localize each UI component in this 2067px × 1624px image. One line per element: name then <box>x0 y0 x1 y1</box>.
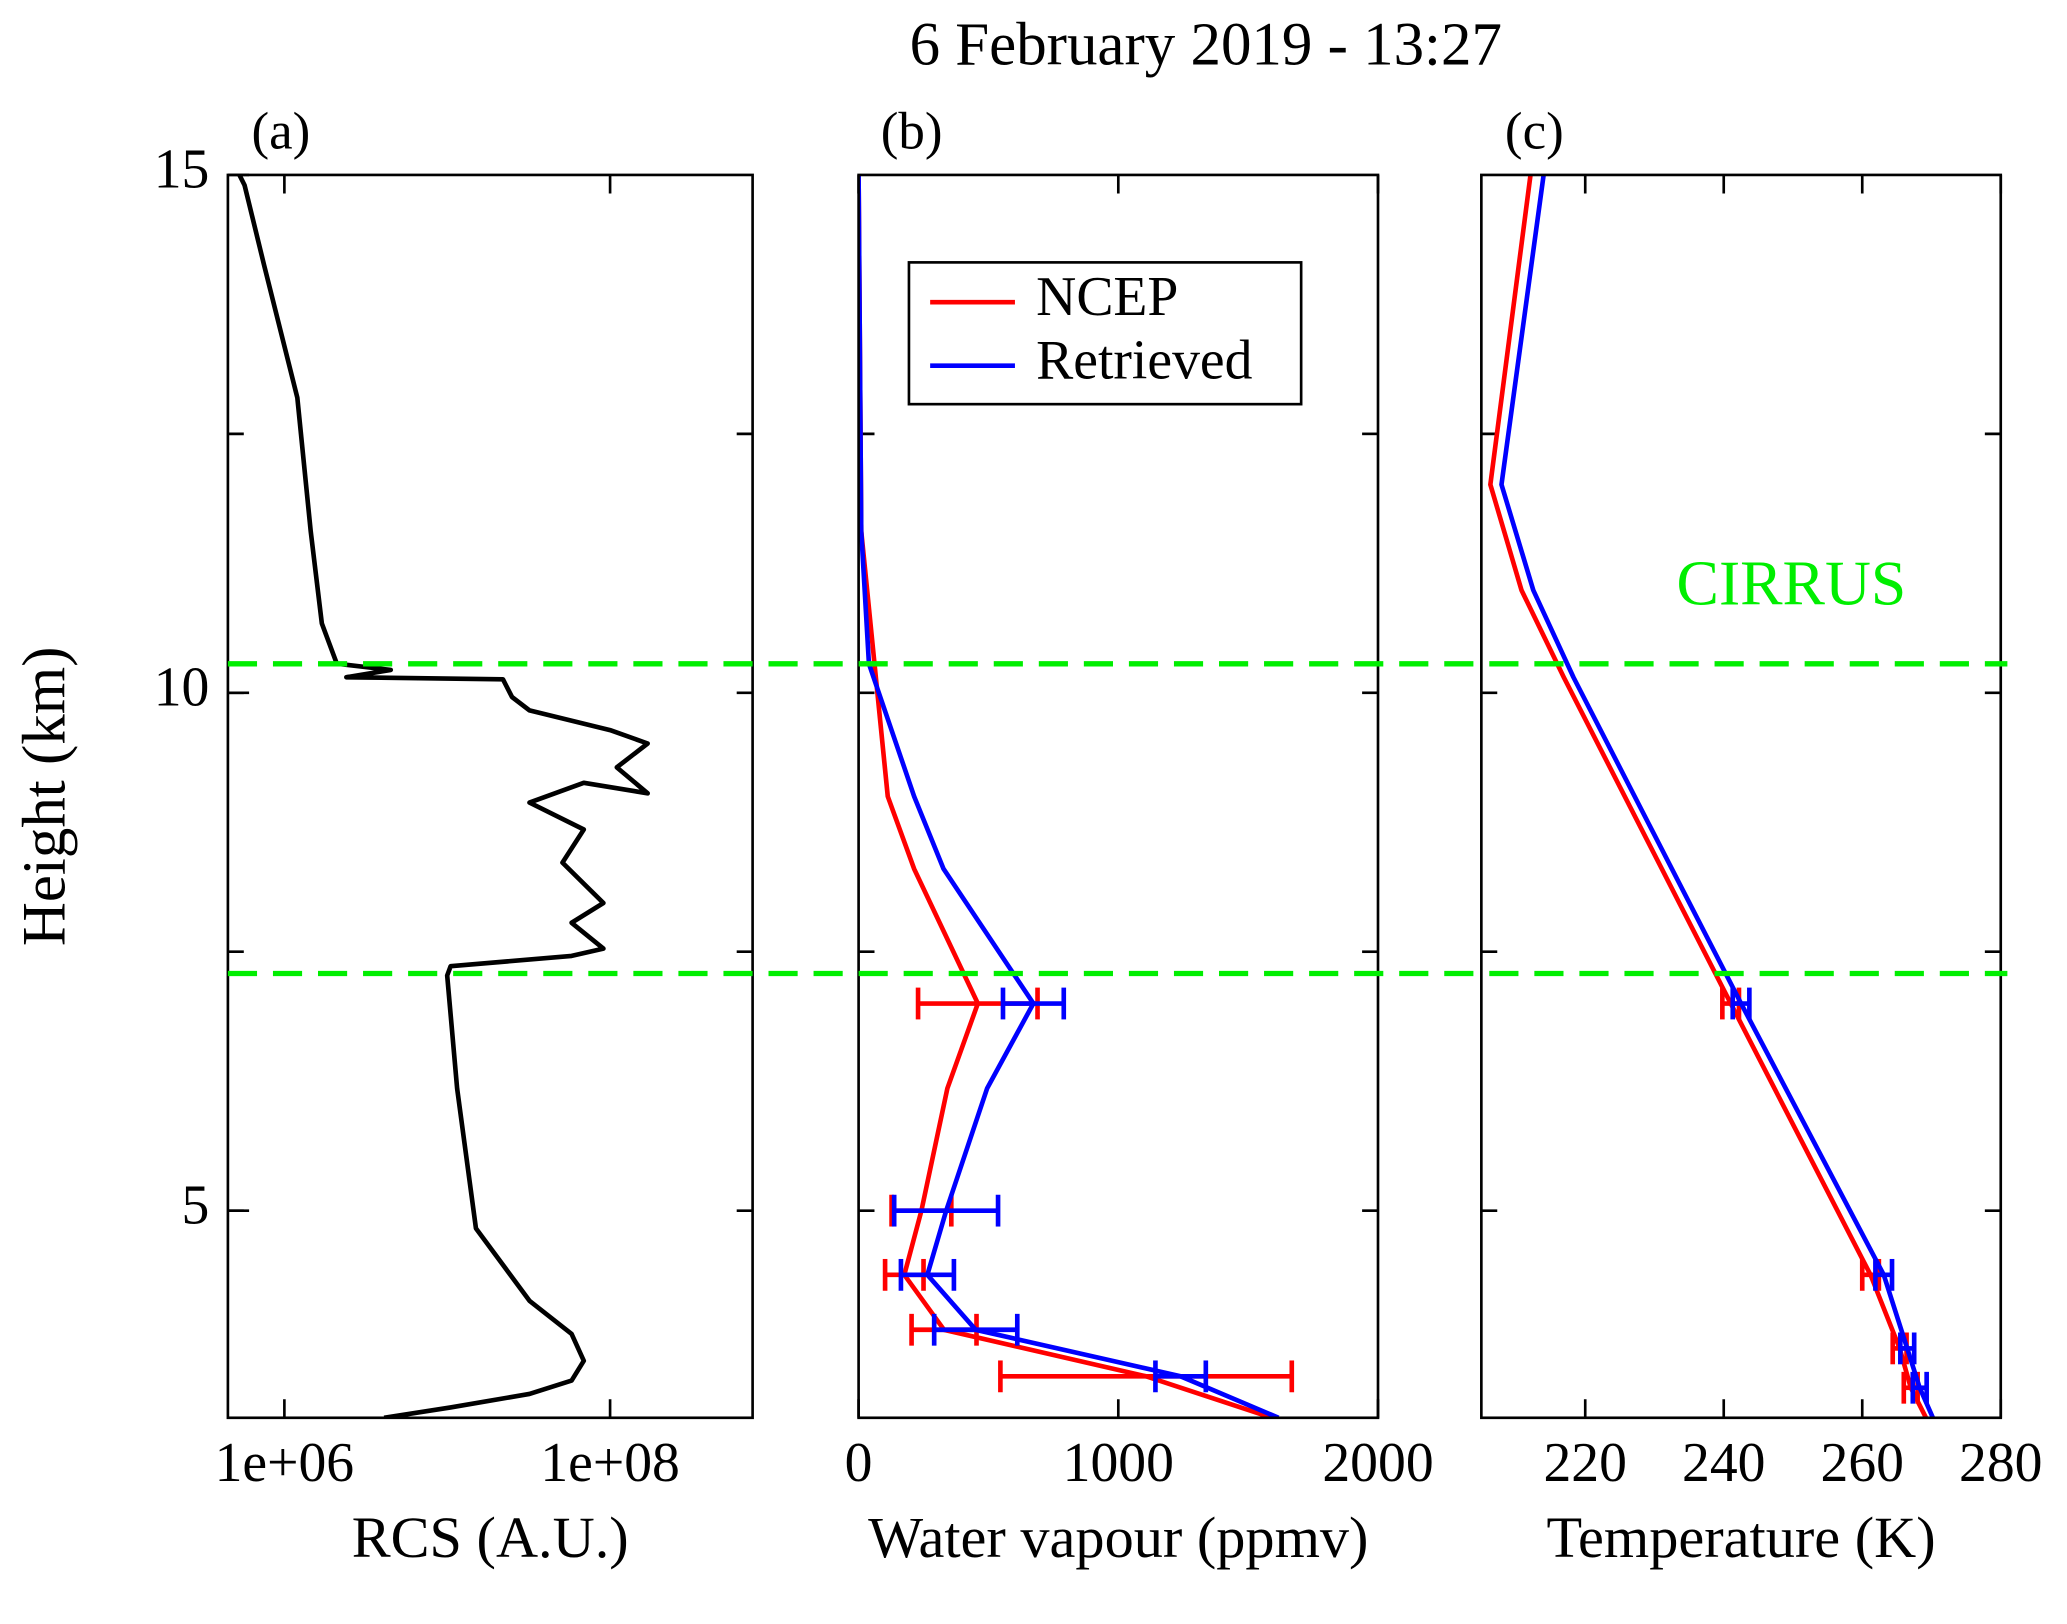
legend-label: NCEP <box>1036 266 1178 328</box>
panel-label: (b) <box>881 103 943 161</box>
x-axis-label: Temperature (K) <box>1546 1505 1935 1570</box>
legend-label: Retrieved <box>1036 330 1252 392</box>
error-bar <box>898 1258 957 1291</box>
error-bar <box>931 1313 1020 1346</box>
error-bar <box>998 1360 1295 1393</box>
error-bar <box>1000 987 1067 1020</box>
y-tick-label: 10 <box>154 657 210 719</box>
error-bar <box>1730 987 1752 1020</box>
plot-frame <box>857 173 1380 1420</box>
cirrus-label: CIRRUS <box>1677 547 1907 618</box>
error-bar <box>1910 1371 1929 1404</box>
error-bar <box>1873 1258 1895 1291</box>
x-tick-label: 260 <box>1821 1432 1904 1494</box>
x-tick-label: 1000 <box>1063 1432 1174 1494</box>
x-tick-label: 1e+06 <box>215 1432 355 1494</box>
error-bar <box>1153 1360 1209 1393</box>
x-tick-label: 0 <box>845 1432 873 1494</box>
x-tick-label: 2000 <box>1322 1432 1433 1494</box>
profile-line <box>858 174 1280 1418</box>
x-axis-label: Water vapour (ppmv) <box>868 1505 1368 1570</box>
profile-line <box>1499 174 1936 1418</box>
x-tick-label: 240 <box>1682 1432 1765 1494</box>
figure-title: 6 February 2019 - 13:27 <box>910 11 1502 78</box>
legend-box <box>907 261 1303 406</box>
y-axis-label: Height (km) <box>11 647 78 947</box>
x-tick-label: 1e+08 <box>540 1432 680 1494</box>
plot-frame <box>226 173 754 1420</box>
panel-label: (a) <box>251 103 310 161</box>
x-tick-label: 220 <box>1543 1432 1626 1494</box>
plot-frame <box>1480 173 2003 1420</box>
y-tick-label: 15 <box>154 139 210 201</box>
y-tick-label: 5 <box>182 1174 210 1236</box>
x-tick-label: 280 <box>1959 1432 2042 1494</box>
error-bar <box>891 1194 1001 1227</box>
error-bar <box>1898 1332 1917 1365</box>
x-axis-label: RCS (A.U.) <box>352 1505 629 1570</box>
panel-label: (c) <box>1505 103 1564 161</box>
profile-line <box>237 174 650 1418</box>
